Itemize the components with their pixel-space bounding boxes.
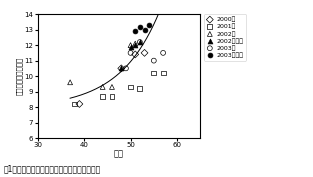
- 2003年: [151, 59, 156, 62]
- 2002年: [128, 44, 133, 47]
- Y-axis label: タンパク質含有率％: タンパク質含有率％: [16, 57, 23, 95]
- 2002年北村: [128, 45, 133, 48]
- 2001年: [72, 103, 77, 105]
- 2001年: [137, 87, 142, 90]
- 2003年: [161, 52, 166, 54]
- 2002年: [110, 85, 115, 88]
- 2002年: [100, 85, 105, 88]
- 2003年: [128, 52, 133, 54]
- Legend: 2000年, 2001年, 2002年, 2002年北村, 2003年, 2003年北村: 2000年, 2001年, 2002年, 2002年北村, 2003年, 200…: [203, 14, 246, 61]
- 2003年北村: [147, 24, 152, 26]
- 2001年: [161, 72, 166, 75]
- 2001年: [151, 72, 156, 75]
- 2000年: [142, 52, 147, 54]
- 2000年: [119, 67, 124, 70]
- 2002年北村: [119, 67, 124, 70]
- 2002年: [68, 81, 73, 84]
- 2001年: [128, 85, 133, 88]
- 2003年北村: [133, 30, 138, 33]
- 2003年北村: [142, 28, 147, 31]
- 2003年北村: [137, 25, 142, 28]
- 2003年: [137, 41, 142, 44]
- 2000年: [133, 53, 138, 56]
- 2002年北村: [137, 41, 142, 44]
- 2001年: [100, 95, 105, 98]
- Text: 図1　穂揃期の葉色とタンパク質含有率の関係: 図1 穂揃期の葉色とタンパク質含有率の関係: [3, 164, 100, 173]
- 2003年: [123, 67, 128, 70]
- 2002年: [133, 42, 138, 45]
- 2002年北村: [133, 44, 138, 47]
- 2001年: [110, 95, 115, 98]
- 2000年: [77, 103, 82, 105]
- X-axis label: 葉色: 葉色: [114, 150, 124, 159]
